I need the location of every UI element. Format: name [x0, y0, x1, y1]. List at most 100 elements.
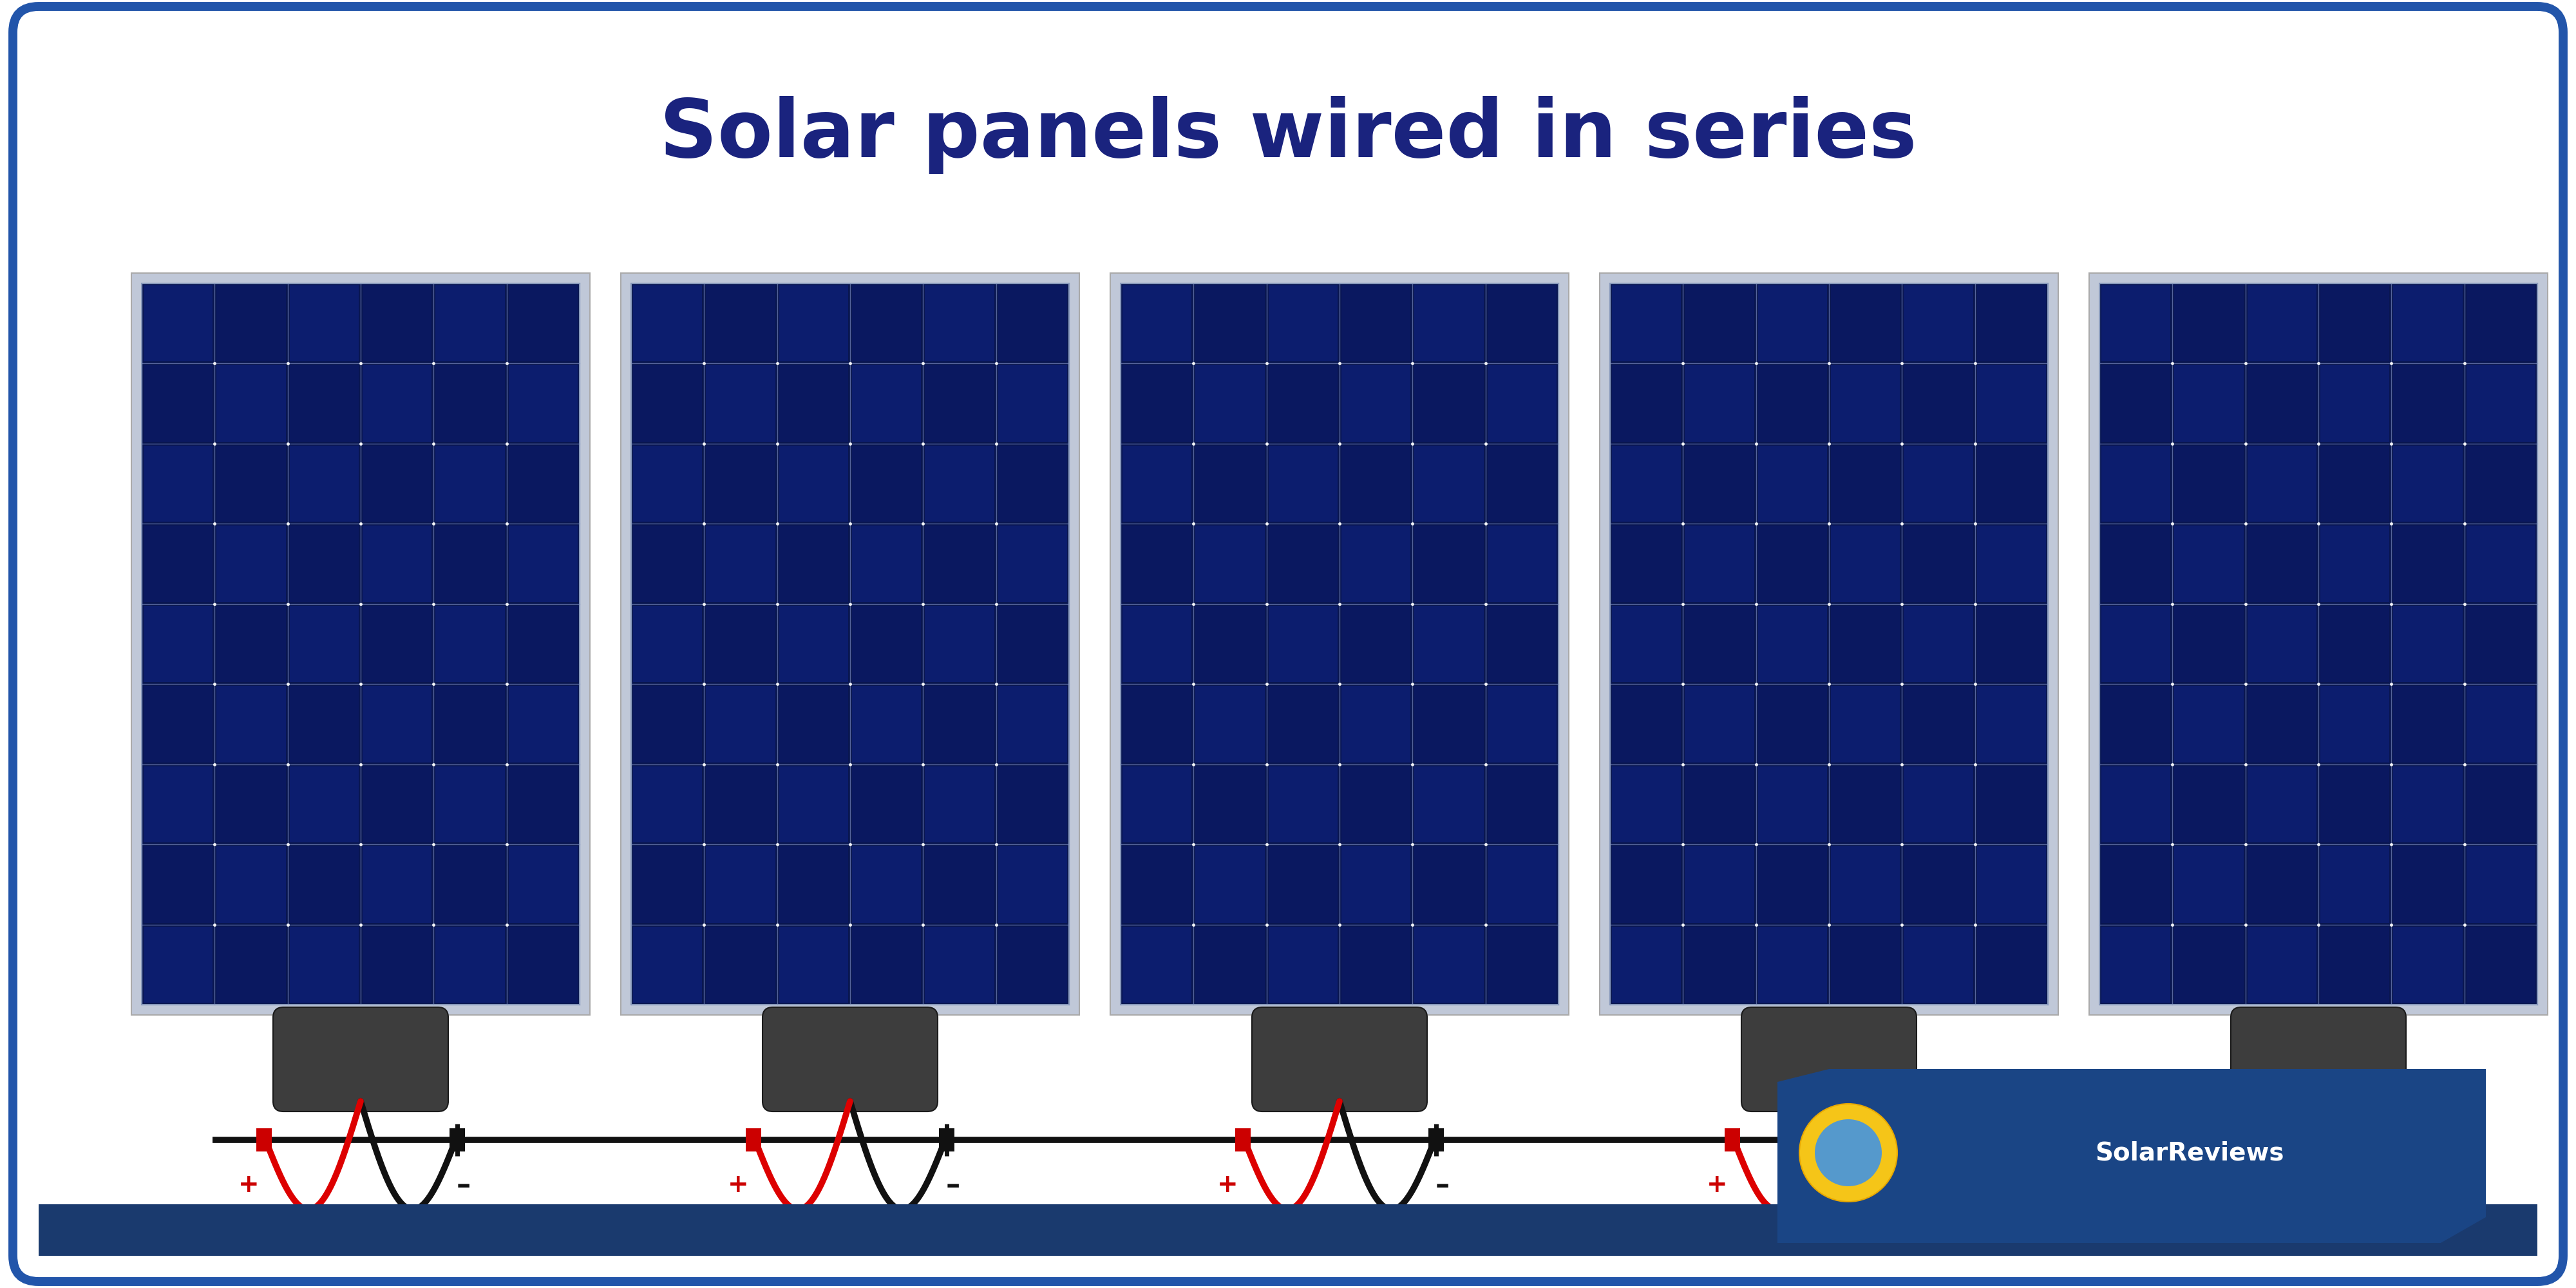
Bar	[216, 605, 286, 683]
Bar	[289, 926, 358, 1002]
Bar	[631, 283, 1069, 1005]
Bar	[2102, 926, 2172, 1002]
Bar	[2465, 605, 2535, 683]
Bar	[144, 526, 214, 601]
Bar	[1613, 846, 1682, 922]
Bar	[1123, 926, 1193, 1002]
Bar	[634, 926, 703, 1002]
Bar	[1832, 846, 1901, 922]
Bar	[925, 846, 994, 922]
Bar	[1342, 687, 1412, 762]
Bar	[1976, 687, 2045, 762]
Bar	[2174, 846, 2244, 922]
Bar	[853, 366, 922, 442]
Bar	[1267, 366, 1337, 442]
Bar	[1267, 446, 1337, 522]
Bar	[1195, 926, 1265, 1002]
Bar	[1685, 446, 1754, 522]
Bar	[997, 446, 1066, 522]
Bar	[1904, 526, 1973, 601]
Bar	[1976, 766, 2045, 842]
Bar	[2246, 846, 2316, 922]
Bar	[2246, 526, 2316, 601]
Bar	[363, 687, 433, 762]
Bar	[1110, 273, 1569, 1015]
Bar	[363, 366, 433, 442]
Bar	[2321, 926, 2391, 1002]
Bar	[1123, 526, 1193, 601]
Bar	[778, 846, 848, 922]
Bar	[1267, 846, 1337, 922]
Bar	[1342, 446, 1412, 522]
Bar	[2174, 286, 2244, 362]
Bar	[2102, 766, 2172, 842]
Bar	[706, 926, 775, 1002]
Bar	[997, 766, 1066, 842]
Bar	[853, 446, 922, 522]
Bar	[507, 366, 577, 442]
Bar	[634, 766, 703, 842]
Bar	[1976, 605, 2045, 683]
Bar	[634, 446, 703, 522]
Bar	[363, 526, 433, 601]
Bar	[2246, 366, 2316, 442]
Bar	[1121, 283, 1558, 1005]
Bar	[1904, 286, 1973, 362]
Bar	[507, 926, 577, 1002]
Bar	[2174, 926, 2244, 1002]
Bar	[1195, 766, 1265, 842]
Bar	[2465, 926, 2535, 1002]
Bar	[1904, 687, 1973, 762]
Bar	[363, 446, 433, 522]
Bar	[39, 1204, 2537, 1256]
Bar	[2321, 687, 2391, 762]
Bar	[1726, 1128, 1741, 1151]
Bar	[1486, 846, 1556, 922]
Bar	[778, 446, 848, 522]
Bar	[435, 846, 505, 922]
Bar	[1267, 526, 1337, 601]
Bar	[853, 926, 922, 1002]
Bar	[778, 286, 848, 362]
Bar	[258, 1128, 273, 1151]
Bar	[435, 286, 505, 362]
Bar	[2174, 687, 2244, 762]
Bar	[2393, 366, 2463, 442]
Bar	[1832, 366, 1901, 442]
Bar	[925, 766, 994, 842]
Bar	[1757, 526, 1826, 601]
Bar	[435, 687, 505, 762]
Bar	[1342, 846, 1412, 922]
Bar	[144, 286, 214, 362]
Bar	[2406, 1128, 2421, 1151]
Bar	[435, 766, 505, 842]
Bar	[1195, 526, 1265, 601]
Bar	[853, 526, 922, 601]
Bar	[1342, 286, 1412, 362]
Bar	[1600, 273, 2058, 1015]
Bar	[142, 283, 580, 1005]
Bar	[2465, 687, 2535, 762]
Bar	[1757, 846, 1826, 922]
Bar	[1685, 766, 1754, 842]
Bar	[706, 366, 775, 442]
Text: +: +	[2195, 1172, 2218, 1198]
Bar	[216, 846, 286, 922]
Bar	[997, 605, 1066, 683]
Bar	[631, 283, 1069, 1005]
Bar	[2174, 526, 2244, 601]
Bar	[2393, 605, 2463, 683]
Bar	[1685, 286, 1754, 362]
Bar	[1195, 366, 1265, 442]
Text: Solar panels wired in series: Solar panels wired in series	[659, 97, 1917, 174]
Bar	[1414, 366, 1484, 442]
Bar	[778, 766, 848, 842]
Bar	[2393, 687, 2463, 762]
Bar	[2089, 273, 2548, 1015]
Bar	[1342, 366, 1412, 442]
Bar	[1414, 526, 1484, 601]
Bar	[2246, 687, 2316, 762]
Bar	[1267, 926, 1337, 1002]
Bar	[1685, 926, 1754, 1002]
Bar	[1613, 446, 1682, 522]
